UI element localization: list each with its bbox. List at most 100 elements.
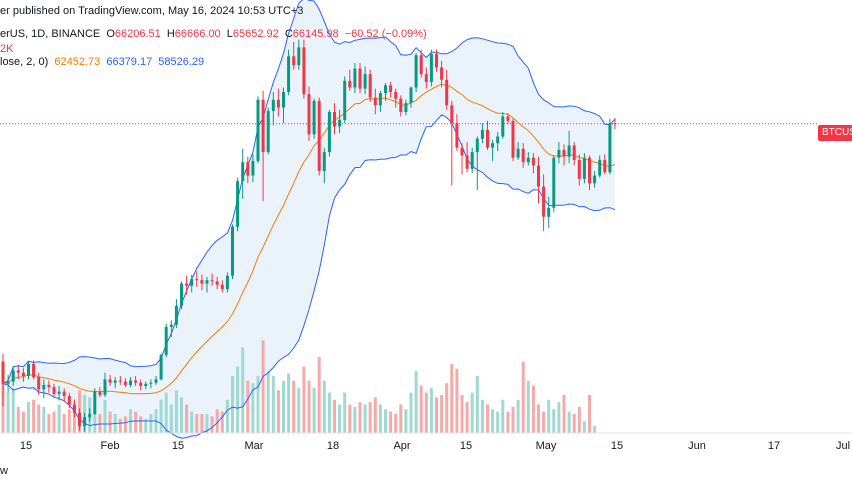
volume-bar (297, 387, 301, 433)
candle-body (445, 79, 449, 106)
volume-bar (440, 395, 444, 433)
volume-bar (547, 399, 551, 433)
high-label: H (166, 28, 175, 40)
candle (302, 39, 306, 99)
volume-bar (429, 387, 433, 433)
x-tick-label: May (536, 440, 557, 452)
volume-bar (231, 376, 234, 433)
volume-bar (302, 366, 306, 433)
candle (261, 90, 265, 202)
volume-bar (271, 376, 275, 433)
candle (506, 113, 510, 125)
candle-body (542, 186, 546, 217)
candle (88, 408, 92, 422)
open-label: O (106, 28, 115, 40)
volume-bar (501, 399, 505, 433)
candle (373, 88, 377, 115)
candle-body (164, 327, 168, 355)
candle-body (593, 175, 597, 184)
candle-body (21, 372, 25, 377)
volume-bar (134, 411, 138, 433)
volume-bar (445, 383, 449, 433)
candle-body (582, 157, 586, 179)
last-price-tag: BTCUS (818, 125, 852, 141)
candle (83, 412, 87, 432)
candle (333, 103, 336, 135)
candle-body (169, 324, 173, 328)
symbol-label: erUS, 1D, BINANCE (0, 28, 101, 40)
candle-body (389, 85, 393, 92)
candle (358, 63, 362, 94)
volume-bar (577, 406, 581, 433)
volume-bar (292, 380, 296, 433)
candle-body (62, 391, 66, 397)
candle (271, 91, 275, 126)
candle-body (414, 55, 418, 88)
high-value: 66666.00 (174, 28, 221, 40)
candle-body (480, 129, 484, 139)
candle (486, 120, 489, 150)
volume-bar (52, 411, 56, 433)
candle (475, 136, 479, 190)
volume-bar (399, 404, 403, 433)
volume-bar (190, 411, 194, 433)
bollinger-upper-value: 66379.17 (106, 56, 153, 68)
volume-bar (266, 371, 270, 433)
volume-bar (562, 395, 566, 433)
candle (72, 399, 76, 418)
candle-body (154, 379, 158, 383)
candle-body (312, 100, 316, 135)
volume-legend: 2K (0, 42, 16, 56)
volume-bar (582, 421, 586, 433)
candle-body (399, 98, 403, 113)
candle (343, 76, 347, 124)
volume-bar (404, 409, 408, 433)
volume-bar (593, 425, 597, 433)
candle-body (57, 391, 61, 394)
volume-bar (358, 402, 362, 433)
candle-body (368, 74, 372, 98)
candle-body (338, 119, 342, 127)
candle (414, 52, 418, 92)
volume-bar (205, 414, 209, 433)
candle-body (78, 412, 81, 427)
candle-body (572, 145, 576, 160)
volume-bar (47, 414, 51, 433)
volume-bar (185, 404, 189, 433)
candle (52, 383, 56, 398)
volume-bar (164, 392, 168, 433)
candle-body (384, 85, 387, 94)
volume-bar (6, 392, 10, 433)
volume-bar (261, 340, 265, 433)
candle-body (603, 159, 607, 173)
candle-body (496, 136, 500, 144)
candle (42, 379, 46, 399)
volume-bar (103, 399, 107, 433)
candle-body (486, 129, 489, 148)
candle-body (317, 100, 321, 172)
volume-bar (389, 411, 393, 433)
volume-bar (506, 411, 510, 433)
candle-body (378, 93, 382, 106)
candles (1, 39, 617, 432)
candle (378, 90, 382, 113)
candle (460, 143, 464, 175)
candle-body (343, 80, 347, 120)
time-axis[interactable]: 15 Feb 15 Mar 18 Apr 15 May 15 Jun 17 Jul (20, 440, 850, 452)
candle-body (11, 370, 15, 382)
candle (567, 130, 571, 164)
candle-body (358, 68, 362, 89)
volume-bar (149, 414, 153, 433)
candle-body (159, 354, 163, 380)
candle-body (241, 162, 245, 182)
volume-bar (373, 397, 377, 433)
candle (215, 276, 219, 290)
candle-body (225, 275, 229, 290)
volume-bar (516, 399, 520, 433)
volume-bar (322, 380, 326, 433)
candle (531, 153, 535, 174)
candle (593, 171, 597, 188)
volume-bar (384, 409, 387, 433)
candle-body (429, 54, 433, 82)
